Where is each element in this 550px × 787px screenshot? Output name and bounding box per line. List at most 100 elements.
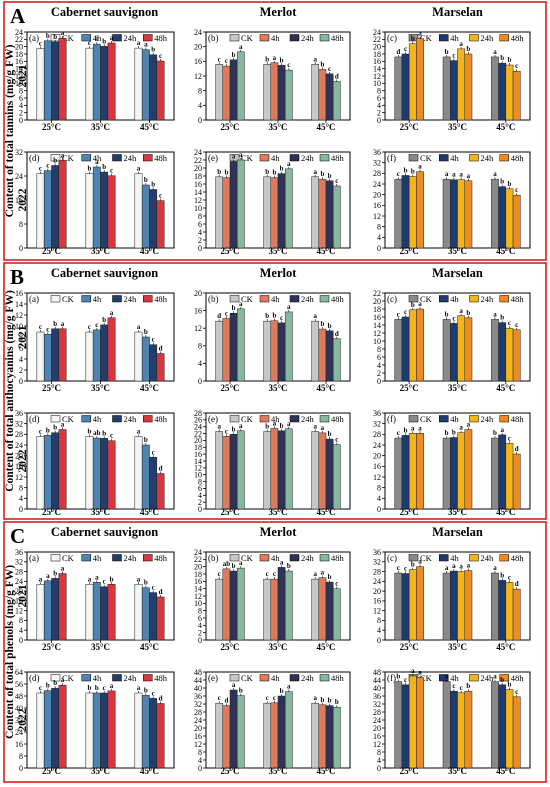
legend-label-24h: 24h: [301, 673, 315, 683]
legend-swatch-48h: [499, 415, 509, 423]
significance-letter: c: [225, 427, 228, 435]
bar-4h: [498, 434, 507, 510]
bar-24h: [457, 179, 465, 249]
significance-letter: b: [280, 165, 284, 173]
y-tick-label: 8: [19, 616, 23, 625]
significance-letter: a: [39, 575, 43, 583]
y-tick-label: 24: [194, 28, 202, 37]
significance-letter: a: [418, 30, 422, 38]
y-tick-label: 8: [19, 752, 23, 761]
y-tick-label: 2: [19, 366, 23, 375]
bar-48h: [416, 171, 424, 249]
legend-label-48h: 48h: [331, 553, 345, 563]
significance-letter: b: [53, 320, 57, 328]
x-tick-label: 45°C: [316, 122, 335, 132]
x-tick-label: 35°C: [448, 246, 467, 256]
x-tick-label: 35°C: [91, 122, 110, 132]
y-axis-label: Content of total anthocyanins (mg/g FW): [4, 290, 16, 492]
y-tick-label: 0: [377, 636, 381, 645]
y-tick-label: 24: [15, 441, 23, 450]
significance-letter: b: [102, 37, 106, 45]
significance-letter: b: [272, 169, 276, 177]
significance-letter: b: [328, 430, 332, 438]
significance-letter: a: [467, 562, 471, 570]
bar-48h: [464, 429, 473, 510]
y-tick-label: 12: [373, 740, 381, 749]
year-label-2021: 2021: [17, 64, 29, 87]
bar-24h: [505, 327, 514, 382]
bar-48h: [332, 588, 341, 641]
significance-letter: c: [39, 40, 42, 48]
panel-label: (f): [387, 673, 396, 683]
y-tick-label: 8: [198, 606, 202, 615]
y-tick-label: 8: [198, 477, 202, 486]
y-tick-label: 0: [377, 377, 381, 386]
y-tick-label: 36: [15, 409, 23, 418]
y-tick-label: 12: [15, 311, 23, 320]
bar-48h: [156, 473, 165, 510]
significance-letter: b: [151, 181, 155, 189]
significance-letter: b: [320, 60, 324, 68]
y-tick-label: 12: [373, 473, 381, 482]
bar-4h: [450, 570, 458, 641]
significance-letter: c: [152, 336, 155, 344]
bar-24h: [51, 687, 60, 769]
y-tick-label: 20: [373, 42, 381, 51]
bar-48h: [332, 444, 341, 510]
significance-letter: b: [445, 48, 449, 56]
legend-swatch-24h: [112, 34, 122, 42]
legend-label-CK: CK: [420, 553, 433, 563]
bar-CK: [36, 173, 45, 249]
legend-swatch-4h: [259, 34, 270, 42]
x-tick-label: 45°C: [140, 383, 159, 393]
y-tick-label: 12: [373, 606, 381, 615]
significance-letter: b: [466, 682, 470, 690]
significance-letter: b: [144, 176, 148, 184]
legend-swatch-24h: [469, 295, 479, 303]
y-tick-label: 8: [19, 86, 23, 95]
legend-swatch-24h: [469, 415, 479, 423]
x-tick-label: 45°C: [496, 507, 515, 517]
bar-CK: [134, 436, 143, 510]
x-tick-label: 25°C: [400, 766, 419, 776]
y-tick-label: 14: [194, 457, 202, 466]
bar-4h: [141, 49, 150, 121]
bar-24h: [149, 189, 158, 249]
significance-letter: b: [265, 423, 269, 431]
y-tick-label: 4: [377, 233, 381, 242]
cultivar-title: Cabernet sauvignon: [51, 266, 158, 280]
bar-24h: [51, 41, 60, 121]
significance-letter: b: [508, 180, 512, 188]
significance-letter: d: [515, 580, 519, 588]
significance-letter: c: [460, 684, 463, 692]
significance-letter: c: [287, 61, 290, 69]
significance-letter: b: [500, 54, 504, 62]
bar-CK: [394, 681, 403, 769]
y-axis-label: Content of total phenols (mg/g FW): [4, 565, 16, 739]
significance-letter: b: [280, 422, 284, 430]
legend-label-48h: 48h: [154, 553, 168, 563]
bar-48h: [332, 338, 341, 382]
significance-letter: c: [218, 570, 221, 578]
legend-swatch-48h: [499, 295, 509, 303]
bar-48h: [236, 695, 245, 769]
panel-label: (b): [208, 553, 219, 563]
bar-4h: [318, 69, 327, 121]
x-tick-label: 25°C: [400, 122, 419, 132]
bar-CK: [215, 176, 224, 249]
y-tick-label: 28: [373, 430, 381, 439]
y-tick-label: 8: [377, 222, 381, 231]
legend-swatch-48h: [319, 554, 330, 562]
y-tick-label: 4: [19, 101, 23, 110]
bar-4h: [498, 186, 507, 249]
y-tick-label: 24: [373, 180, 381, 189]
y-axis-label: Content of total tannins (mg/g FW): [4, 44, 16, 217]
legend-label-48h: 48h: [154, 673, 168, 683]
significance-letter: c: [152, 448, 155, 456]
significance-letter: b: [411, 35, 415, 43]
y-tick-label: 24: [15, 172, 23, 181]
legend-label-48h: 48h: [154, 294, 168, 304]
bar-CK: [134, 47, 143, 121]
x-tick-label: 35°C: [268, 122, 287, 132]
